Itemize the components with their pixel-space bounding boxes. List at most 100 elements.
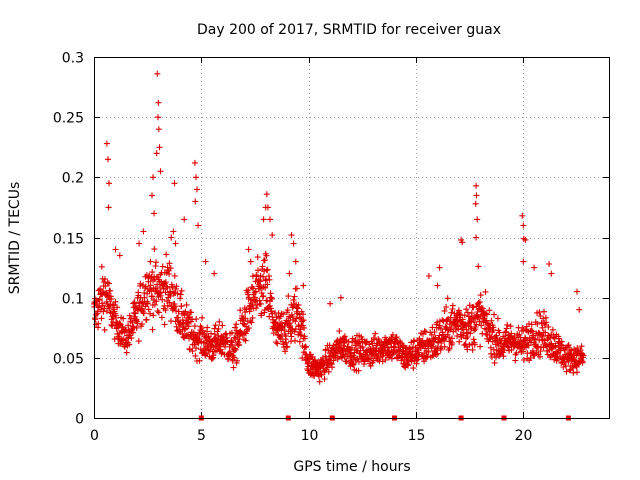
data-point — [441, 343, 448, 350]
data-point — [162, 279, 169, 285]
x-tick-label: 5 — [197, 428, 206, 444]
data-point — [215, 325, 222, 332]
data-point — [486, 307, 493, 314]
peak-point — [546, 261, 553, 267]
data-point — [470, 336, 477, 343]
data-point — [164, 298, 170, 305]
data-point — [564, 343, 571, 350]
data-point — [493, 354, 499, 361]
peak-point — [245, 246, 252, 253]
data-point — [448, 325, 455, 331]
data-point — [414, 356, 421, 363]
data-point — [186, 346, 193, 353]
peak-point — [195, 222, 202, 229]
data-point — [312, 360, 319, 367]
data-point — [490, 326, 497, 333]
data-point — [471, 327, 477, 334]
peak-point — [136, 240, 143, 247]
data-point — [177, 295, 184, 302]
data-point — [245, 325, 252, 332]
data-point — [475, 299, 482, 306]
data-point — [528, 321, 535, 328]
data-point — [256, 281, 263, 288]
data-point — [166, 260, 173, 267]
data-point — [382, 356, 389, 363]
data-point — [216, 318, 223, 325]
y-axis-label: SRMTID / TECUs — [7, 182, 23, 295]
data-point — [446, 321, 453, 328]
chart-title: Day 200 of 2017, SRMTID for receiver gua… — [197, 22, 501, 38]
data-point — [321, 376, 328, 382]
data-point — [280, 311, 287, 318]
data-point — [301, 335, 308, 342]
data-point — [320, 365, 327, 372]
peak-point — [327, 300, 334, 307]
peak-point — [548, 270, 555, 277]
data-point — [235, 341, 242, 348]
data-point — [199, 314, 206, 321]
data-point — [341, 333, 348, 340]
data-point — [132, 310, 139, 317]
peak-point — [151, 210, 158, 217]
data-point — [151, 246, 158, 253]
data-point — [282, 348, 289, 355]
data-point — [188, 309, 195, 316]
data-point — [473, 321, 480, 328]
data-point — [250, 285, 257, 292]
peak-point — [522, 236, 529, 243]
data-point — [185, 323, 192, 330]
peak-point — [292, 258, 299, 265]
data-point — [208, 356, 215, 363]
data-point — [147, 310, 154, 317]
data-point — [245, 287, 252, 294]
data-point — [405, 362, 411, 369]
data-point — [537, 348, 544, 355]
data-point — [294, 305, 301, 312]
data-point — [167, 265, 174, 272]
data-point — [504, 343, 511, 350]
data-point — [354, 355, 361, 362]
peak-point — [520, 222, 527, 229]
peak-point — [103, 140, 110, 147]
data-point — [493, 332, 500, 339]
data-point — [578, 343, 585, 350]
peak-point — [112, 246, 119, 253]
data-point — [350, 361, 357, 367]
data-point — [508, 346, 515, 353]
data-point — [502, 329, 509, 336]
data-point — [325, 368, 332, 375]
data-point — [287, 330, 294, 337]
data-point — [520, 357, 527, 363]
data-point — [164, 264, 171, 271]
data-point — [213, 347, 220, 354]
data-point — [494, 315, 501, 322]
data-point — [297, 332, 304, 339]
data-point — [270, 330, 277, 337]
data-point — [116, 320, 123, 327]
data-point — [512, 357, 519, 364]
data-point — [288, 333, 295, 340]
peak-point — [155, 99, 162, 106]
data-point — [482, 310, 489, 317]
data-point — [140, 310, 147, 317]
data-point — [149, 293, 155, 300]
data-point — [359, 343, 366, 350]
data-point — [466, 341, 473, 348]
data-point — [446, 345, 453, 352]
data-point — [309, 353, 316, 360]
data-point — [387, 352, 393, 359]
data-point — [204, 324, 211, 331]
peak-point — [150, 174, 156, 181]
data-point — [150, 312, 157, 319]
peak-point — [155, 114, 161, 121]
data-point — [565, 342, 572, 348]
data-point — [516, 331, 523, 338]
peak-point — [269, 232, 276, 239]
data-point — [273, 339, 280, 346]
data-point — [146, 286, 153, 292]
data-point — [444, 295, 451, 302]
peak-point — [170, 228, 177, 235]
data-point — [301, 324, 308, 331]
data-point — [501, 347, 508, 354]
data-point — [178, 303, 185, 309]
